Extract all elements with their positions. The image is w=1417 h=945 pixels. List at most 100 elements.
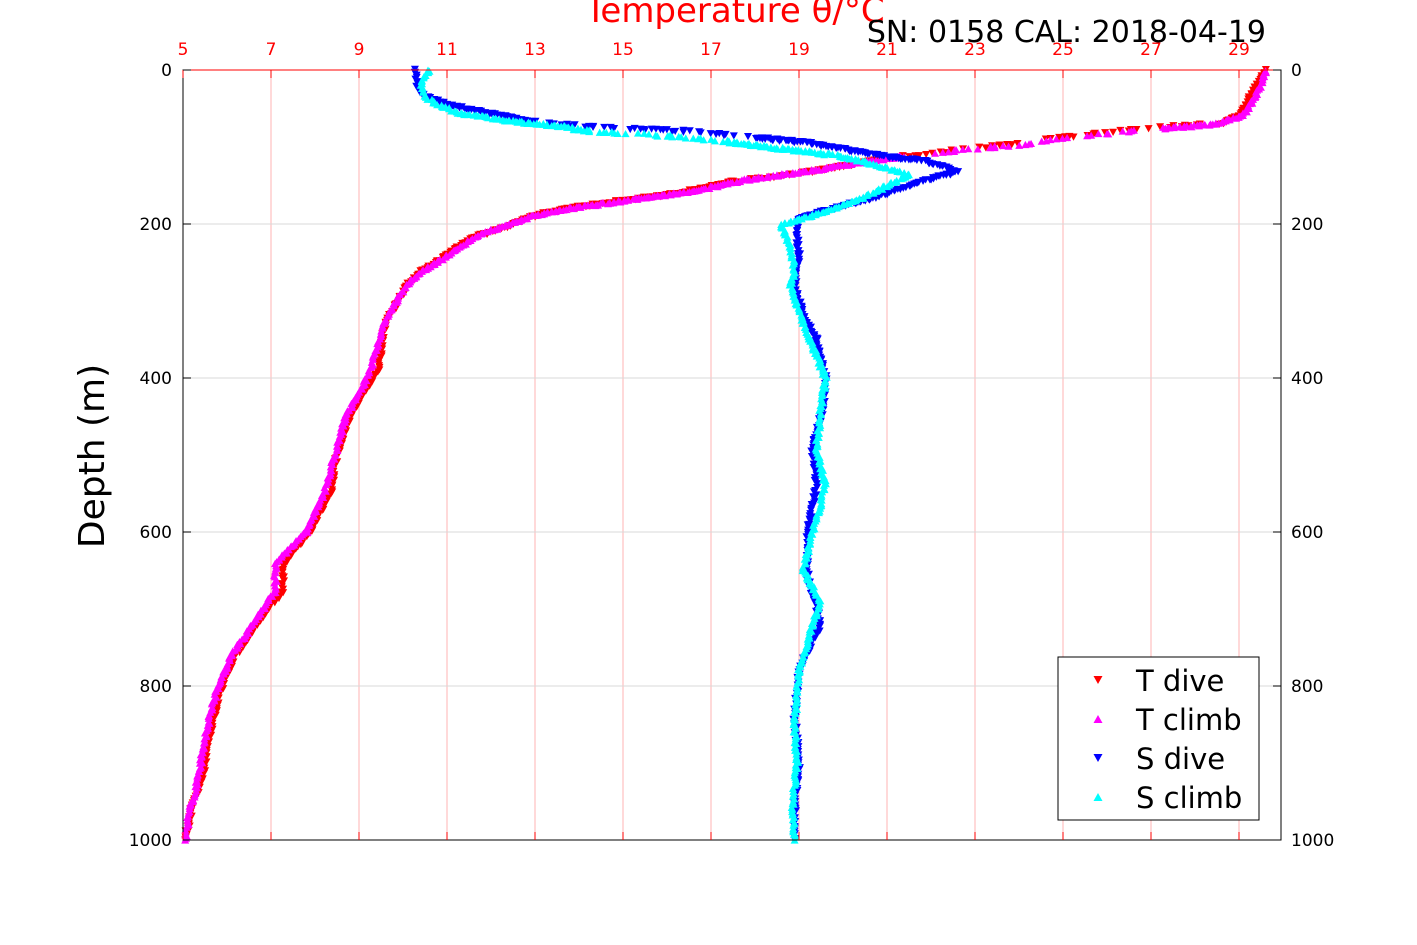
y-tick-label-right: 200 [1291, 215, 1323, 235]
data-point [1109, 128, 1118, 136]
data-point [1013, 140, 1022, 148]
data-point [653, 132, 662, 140]
data-point [789, 821, 798, 829]
y-tick-label-left: 400 [140, 369, 172, 389]
data-point [192, 784, 201, 792]
x-tick-label: 29 [1228, 40, 1250, 60]
data-point [897, 175, 906, 183]
data-point [585, 127, 594, 136]
legend-label: T dive [1135, 664, 1224, 698]
series-s-dive [410, 65, 963, 844]
data-point [809, 493, 818, 502]
data-point [1124, 128, 1133, 136]
data-point [365, 382, 374, 390]
y-tick-label-left: 0 [161, 61, 172, 81]
data-point [640, 129, 649, 137]
data-point [689, 134, 698, 142]
data-point [808, 341, 817, 349]
data-point [570, 121, 579, 129]
data-point [1037, 137, 1046, 145]
data-point [696, 129, 705, 137]
y-tick-label-left: 800 [140, 677, 172, 697]
data-point [613, 129, 622, 138]
data-point [710, 137, 719, 145]
data-point [1004, 142, 1013, 150]
data-point [788, 784, 797, 792]
data-point [1003, 140, 1012, 149]
data-point [1052, 135, 1061, 143]
x-tick-label: 9 [354, 40, 365, 60]
data-point [679, 128, 688, 136]
data-point [706, 130, 715, 138]
series-t-climb [181, 67, 1271, 844]
y-tick-label-right: 1000 [1291, 831, 1334, 851]
data-point [729, 132, 738, 140]
data-point [958, 145, 967, 153]
data-point [1063, 133, 1072, 142]
data-point [228, 647, 237, 655]
data-point [685, 127, 694, 135]
data-point [800, 555, 809, 563]
x-tick-label: 11 [436, 40, 458, 60]
data-point [589, 122, 598, 131]
data-point [799, 649, 808, 657]
data-point [602, 128, 611, 136]
data-point [715, 129, 724, 138]
data-point [699, 136, 708, 144]
data-point [1094, 129, 1103, 138]
data-point [665, 190, 674, 198]
x-tick-label: 25 [1052, 40, 1074, 60]
data-point [1156, 123, 1165, 131]
data-point [198, 745, 207, 753]
x-tick-label: 7 [266, 40, 277, 60]
data-point [973, 145, 982, 153]
data-point [677, 133, 686, 141]
data-point [819, 481, 828, 489]
data-point [814, 429, 823, 438]
serial-cal-annotation: SN: 0158 CAL: 2018-04-19 [867, 15, 1266, 50]
data-point [324, 475, 333, 483]
legend-label: S climb [1136, 781, 1242, 815]
data-point [818, 488, 827, 496]
data-point [614, 196, 623, 205]
data-point [1021, 140, 1030, 149]
data-point [1102, 130, 1111, 138]
data-point [744, 133, 753, 141]
data-point [662, 126, 671, 134]
data-point [531, 117, 540, 126]
legend-items: T dive T climb S dive S climb [1093, 664, 1242, 815]
y-tick-label-right: 600 [1291, 523, 1323, 543]
y-tick-label-right: 800 [1291, 677, 1323, 697]
data-point [801, 325, 810, 333]
legend-label: S dive [1136, 742, 1225, 776]
x-tick-label: 19 [788, 40, 810, 60]
y-axis-ticks: 0 0 200 200 400 400 600 600 800 800 1000 1000 [129, 61, 1335, 851]
data-point [981, 144, 990, 152]
data-point [1055, 133, 1064, 142]
data-point [817, 496, 826, 504]
data-point [975, 143, 984, 151]
data-point [986, 144, 995, 152]
legend-marker [1093, 792, 1103, 802]
legend-box [1057, 656, 1260, 821]
y-tick-label-left: 1000 [129, 831, 172, 851]
x-axis-ticks: 5 7 9 11 13 15 17 19 21 23 25 27 29 [178, 40, 1250, 840]
data-point [1015, 141, 1024, 149]
x-tick-label: 5 [178, 40, 189, 60]
legend: T dive T climb S dive S climb [1057, 656, 1260, 821]
data-point [768, 136, 777, 145]
y-axis-label: Depth (m) [72, 364, 113, 548]
data-point [278, 568, 287, 576]
y-tick-label-left: 600 [140, 523, 172, 543]
data-point [814, 623, 823, 631]
data-point [629, 195, 638, 203]
data-point [681, 134, 690, 142]
x-tick-label: 23 [964, 40, 986, 60]
data-point [204, 714, 213, 722]
data-point [806, 167, 815, 175]
data-point [484, 114, 493, 122]
legend-label: T climb [1135, 703, 1242, 737]
data-point [816, 504, 825, 512]
data-point [581, 201, 590, 209]
